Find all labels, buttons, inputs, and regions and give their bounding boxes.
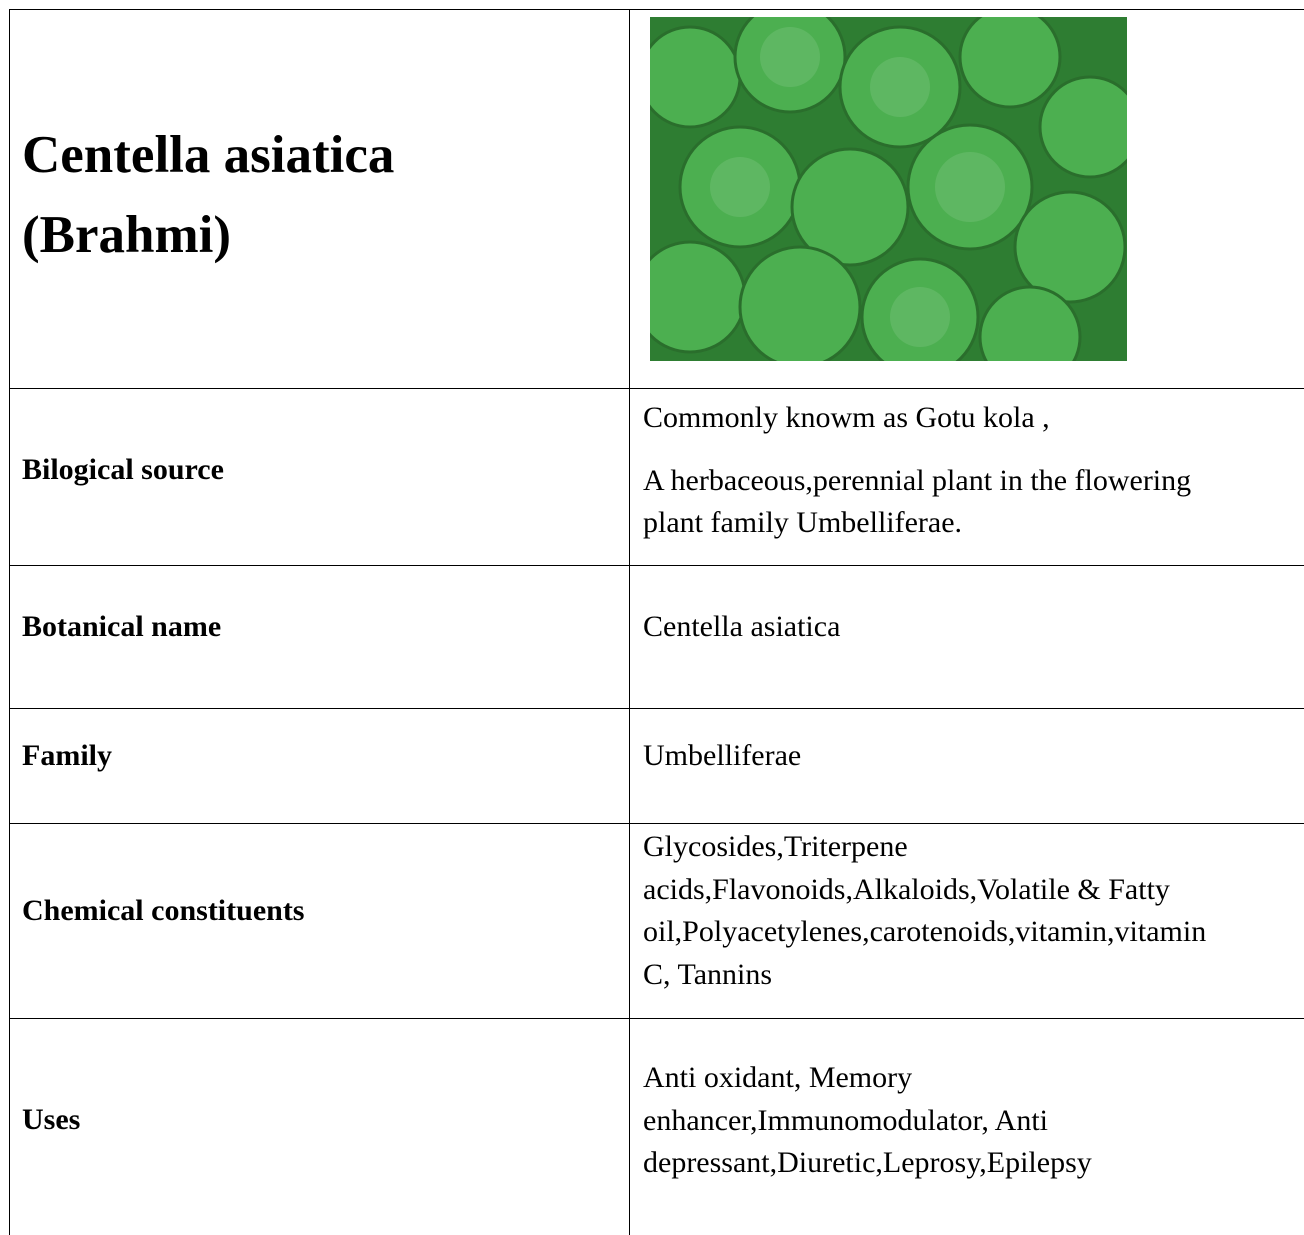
row-value: A herbaceous,perennial plant in the flow… [643,463,1192,497]
border [9,1018,1304,1019]
border [9,823,1304,824]
row-label: Botanical name [22,610,222,643]
row-value: Glycosides,Triterpene [643,830,908,863]
row-label: Bilogical source [22,453,224,486]
row-value: plant family Umbelliferae. [643,506,963,539]
border [9,708,1304,709]
row-value: oil,Polyacetylenes,carotenoids,vitamin,v… [643,915,1207,948]
row-value: Umbelliferae [643,739,802,772]
row-value: Commonly knowm as Gotu kola , [643,401,1050,434]
row-value: Anti oxidant, Memory [643,1061,913,1094]
border [9,388,1304,389]
border [9,565,1304,566]
plant-image [650,17,1127,361]
border [9,9,10,1235]
row-value: Centella asiatica [643,610,841,643]
row-value: depressant,Diuretic,Leprosy,Epilepsy [643,1146,1092,1179]
row-label: Uses [22,1103,81,1136]
border [9,9,1304,10]
title: (Brahmi) [22,206,232,264]
row-label: Family [22,739,112,772]
row-value: C, Tannins [643,957,773,991]
row-value: acids,Flavonoids,Alkaloids,Volatile & Fa… [643,872,1170,906]
row-value: enhancer,Immunomodulator, Anti [643,1103,1048,1137]
row-label: Chemical constituents [22,894,305,927]
border [629,9,630,1235]
title: Centella asiatica [22,126,395,184]
